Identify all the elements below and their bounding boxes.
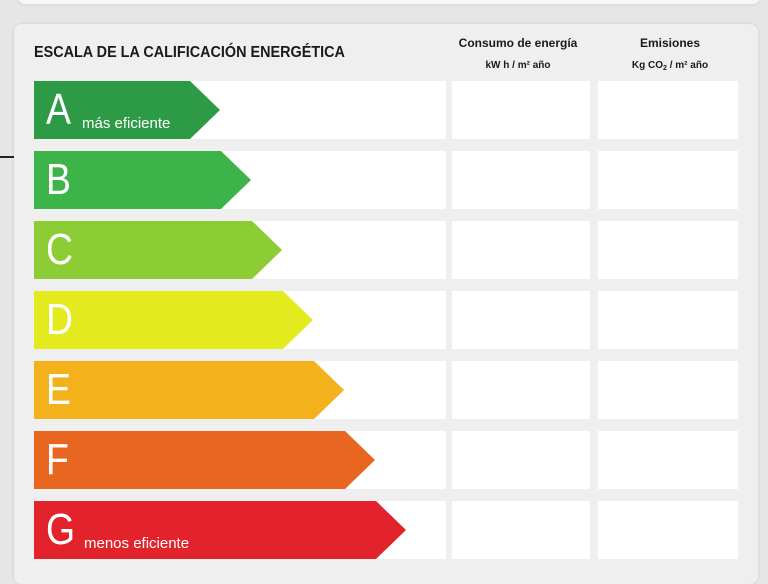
consumption-cell-b [452,151,590,209]
scale-title: ESCALA DE LA CALIFICACIÓN ENERGÉTICA [34,44,345,61]
rating-bar-c: C [34,221,282,279]
emissions-unit: Kg CO2 / m² año [631,60,709,72]
consumption-heading: Consumo de energía [458,36,578,50]
emissions-cell-g [598,501,738,559]
emissions-column-header: Emisiones Kg CO2 / m² año [598,36,742,72]
rating-bar-b: B [34,151,251,209]
rating-row-d: D [34,291,446,349]
least-efficient-label: menos eficiente [84,535,190,552]
energy-rating-card: ESCALA DE LA CALIFICACIÓN ENERGÉTICA Con… [14,24,758,584]
consumption-cell-f [452,431,590,489]
rating-row-g: G menos eficiente [34,501,446,559]
emissions-cell-a [598,81,738,139]
emissions-cell-e [598,361,738,419]
rating-letter-b: B [46,155,71,204]
rating-bar-e: E [34,361,344,419]
emissions-cell-c [598,221,738,279]
consumption-cell-a [452,81,590,139]
rating-row-b: B [34,151,446,209]
rating-letter-f: F [46,435,69,484]
consumption-unit: kW h / m² año [485,60,551,71]
consumption-cell-e [452,361,590,419]
rating-row-e: E [34,361,446,419]
rating-bar-d: D [34,291,313,349]
rating-letter-d: D [46,295,74,344]
consumption-cell-c [452,221,590,279]
most-efficient-label: más eficiente [82,115,171,132]
rating-row-f: F [34,431,446,489]
emissions-cell-d [598,291,738,349]
emissions-cell-b [598,151,738,209]
rating-letter-e: E [46,365,71,414]
consumption-column-header: Consumo de energía kW h / m² año [446,36,590,71]
rating-letter-g: G [46,505,76,554]
emissions-heading: Emisiones [639,36,701,50]
consumption-cell-d [452,291,590,349]
rating-letter-a: A [46,85,71,134]
rating-letter-c: C [46,225,74,274]
rating-bar-a: A más eficiente [34,81,220,139]
rating-bar-f: F [34,431,375,489]
rating-row-a: A más eficiente [34,81,446,139]
emissions-cell-f [598,431,738,489]
rating-bar-g: G menos eficiente [34,501,406,559]
consumption-cell-g [452,501,590,559]
top-panel-edge [18,0,760,4]
rating-row-c: C [34,221,446,279]
